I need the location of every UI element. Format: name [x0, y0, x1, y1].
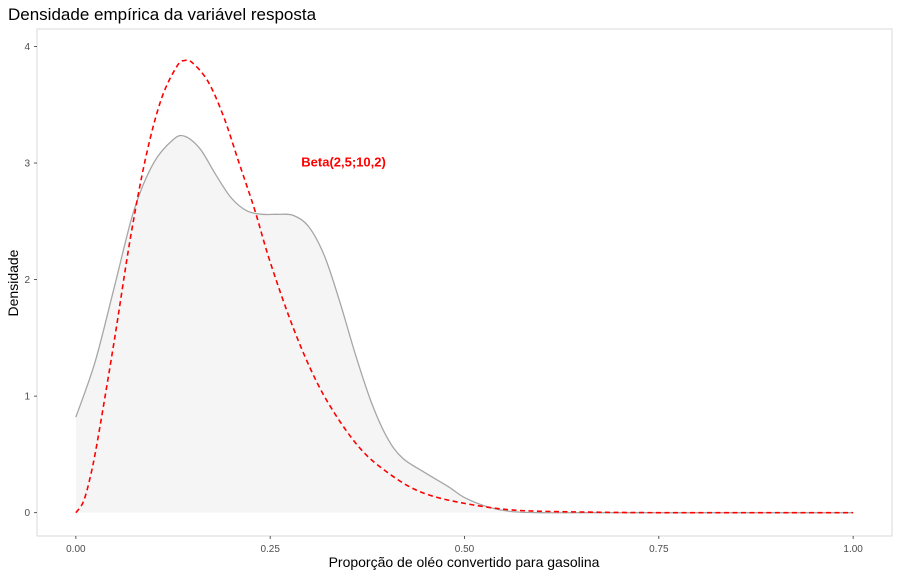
chart-title: Densidade empírica da variável resposta	[8, 5, 317, 24]
y-tick-label-0: 0	[24, 508, 30, 519]
axes: 0.00 0.25 0.50 0.75 1.00 0 1 2 3 4	[24, 42, 863, 555]
x-axis-label: Proporção de oléo convertido para gasoli…	[329, 554, 600, 570]
y-tick-label-3: 3	[24, 159, 30, 170]
density-areas	[75, 135, 854, 513]
annotation-0: Beta(2,5;10,2)	[301, 155, 386, 170]
x-tick-label-3: 0.75	[649, 544, 669, 555]
x-tick-label-1: 0.25	[260, 544, 280, 555]
x-tick-label-2: 0.50	[455, 544, 475, 555]
series-1-line	[75, 59, 854, 514]
y-axis-label: Densidade	[5, 249, 21, 316]
annotations: Beta(2,5;10,2)	[301, 155, 386, 170]
x-tick-label-0: 0.00	[66, 544, 86, 555]
density-lines	[75, 59, 854, 514]
x-tick-label-4: 1.00	[843, 544, 863, 555]
y-tick-label-1: 1	[24, 392, 30, 403]
y-tick-label-2: 2	[24, 275, 30, 286]
y-tick-label-4: 4	[24, 42, 30, 53]
series-0-area	[75, 135, 854, 513]
series-0-line	[75, 134, 854, 514]
